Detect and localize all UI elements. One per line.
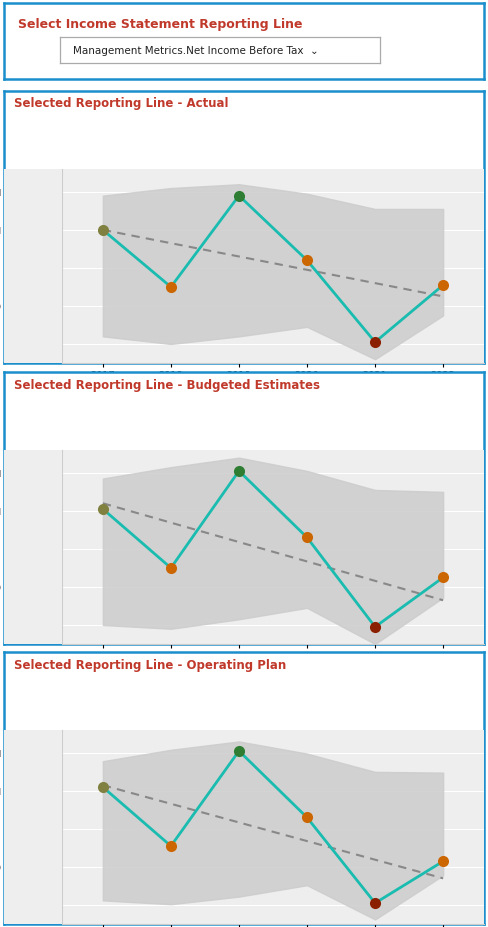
Text: Selected Reporting Line - Budgeted Estimates: Selected Reporting Line - Budgeted Estim… [14, 378, 320, 391]
Text: ALL PRODUCT: ALL PRODUCT [70, 716, 146, 726]
Text: ALL ORG UNIT: ALL ORG UNIT [70, 137, 147, 147]
Text: US Entity: US Entity [70, 120, 122, 130]
Text: ALL ORG UNIT: ALL ORG UNIT [70, 698, 147, 707]
Text: Select Income Statement Reporting Line: Select Income Statement Reporting Line [19, 18, 303, 31]
Text: Selected Reporting Line - Operating Plan: Selected Reporting Line - Operating Plan [14, 658, 286, 671]
Text: ALL ORG UNIT: ALL ORG UNIT [70, 418, 147, 428]
Text: ALL PRODUCT: ALL PRODUCT [70, 156, 146, 165]
Text: US Entity: US Entity [70, 679, 122, 690]
Text: Management Metrics.Net Income Before Tax  ⌄: Management Metrics.Net Income Before Tax… [73, 46, 319, 56]
Text: Selected Reporting Line - Actual: Selected Reporting Line - Actual [14, 97, 228, 110]
Text: US Entity: US Entity [70, 400, 122, 410]
Text: ALL PRODUCT: ALL PRODUCT [70, 436, 146, 446]
